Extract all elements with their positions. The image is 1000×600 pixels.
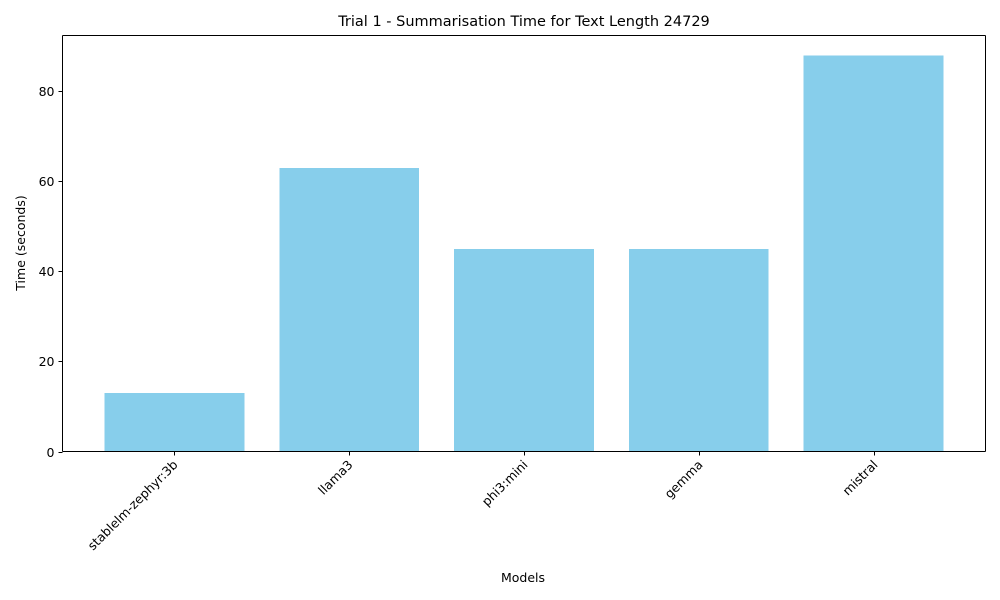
x-axis-ticks: stablelm-zephyr:3b llama3 phi3:mini gemma mi…	[85, 451, 881, 553]
x-axis-label: Models	[501, 570, 545, 585]
bar-gemma	[628, 248, 769, 452]
y-tick-label: 80	[39, 84, 55, 99]
bar-llama3	[279, 167, 420, 452]
bar-stablelm-zephyr-3b	[104, 392, 245, 452]
y-tick-label: 40	[39, 264, 55, 279]
x-tick-label: mistral	[839, 457, 880, 498]
x-tick-label: llama3	[315, 457, 356, 498]
bars-layer	[104, 55, 944, 452]
axes-frame	[62, 35, 986, 452]
bar-phi3-mini	[454, 248, 594, 452]
x-tick-label: stablelm-zephyr:3b	[85, 457, 181, 553]
y-axis-ticks: 0 20 40 60 80	[39, 84, 63, 460]
chart-title: Trial 1 - Summarisation Time for Text Le…	[337, 14, 710, 30]
x-tick-label: gemma	[661, 457, 705, 501]
bar-mistral	[803, 55, 944, 452]
y-tick-label: 60	[39, 174, 55, 189]
x-tick-label: phi3:mini	[479, 457, 531, 509]
y-axis-label: Time (seconds)	[13, 195, 28, 291]
y-tick-label: 0	[47, 445, 55, 460]
y-tick-label: 20	[39, 354, 55, 369]
